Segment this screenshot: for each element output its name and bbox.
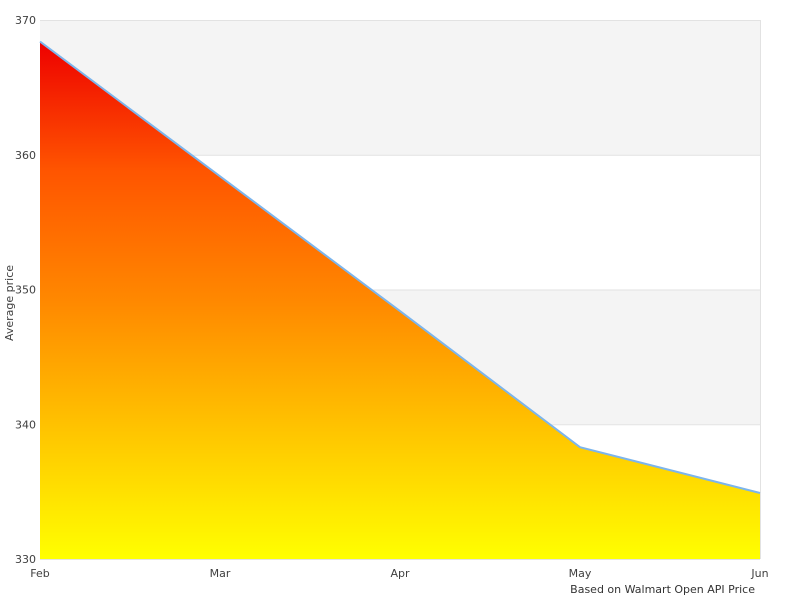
y-tick-label: 370 — [15, 14, 36, 27]
y-tick-label: 330 — [15, 553, 36, 566]
y-tick-label: 360 — [15, 149, 36, 162]
chart-caption: Based on Walmart Open API Price — [570, 583, 755, 596]
price-area-series — [40, 41, 760, 560]
y-tick-label: 350 — [15, 284, 36, 297]
y-tick-label: 340 — [15, 418, 36, 431]
x-tick-label: May — [569, 567, 592, 580]
price-line-series — [39, 40, 761, 494]
x-tick-label: Jun — [750, 567, 768, 580]
x-tick-label: Mar — [210, 567, 231, 580]
y-axis-title: Average price — [3, 264, 16, 341]
x-tick-label: Apr — [390, 567, 410, 580]
x-tick-label: Feb — [30, 567, 49, 580]
